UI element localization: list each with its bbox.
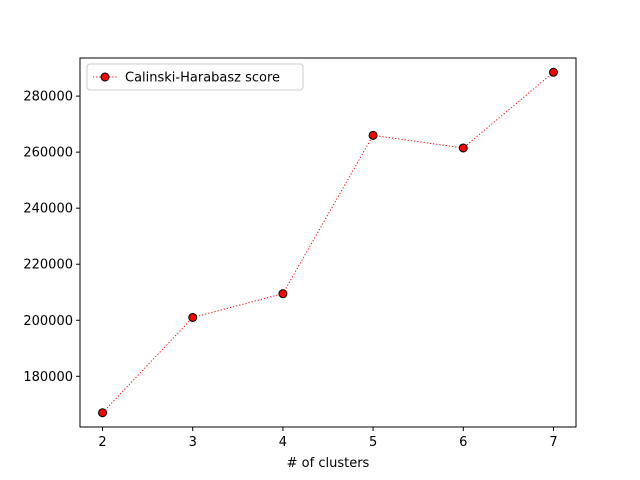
data-point (98, 408, 108, 418)
legend-box (86, 63, 304, 91)
y-tick-label: 200000 (23, 314, 73, 329)
x-tick-label: 6 (459, 435, 467, 450)
data-point (458, 143, 468, 153)
series-line (102, 71, 554, 414)
y-tick-label: 220000 (23, 258, 73, 273)
x-axis: 2 3 4 5 6 7 (98, 427, 558, 450)
legend-label: Calinski-Harabasz score (125, 71, 280, 86)
axes-frame (79, 57, 577, 428)
data-point (188, 312, 198, 322)
y-tick-label: 240000 (23, 202, 73, 217)
x-tick-label: 7 (549, 435, 557, 450)
series-layer (98, 67, 558, 418)
x-tick-label: 5 (369, 435, 377, 450)
x-axis-label: # of clusters (287, 456, 370, 471)
legend: Calinski-Harabasz score (86, 63, 304, 91)
y-tick-label: 280000 (23, 90, 73, 105)
data-point (548, 67, 558, 77)
x-tick-label: 4 (279, 435, 287, 450)
x-tick-label: 2 (98, 435, 106, 450)
data-point (368, 130, 378, 140)
y-axis: 180000 200000 220000 240000 260000 280000 (23, 90, 80, 385)
data-point (278, 289, 288, 299)
legend-marker (100, 72, 110, 82)
y-tick-label: 260000 (23, 146, 73, 161)
y-tick-label: 180000 (23, 370, 73, 385)
x-tick-label: 3 (189, 435, 197, 450)
